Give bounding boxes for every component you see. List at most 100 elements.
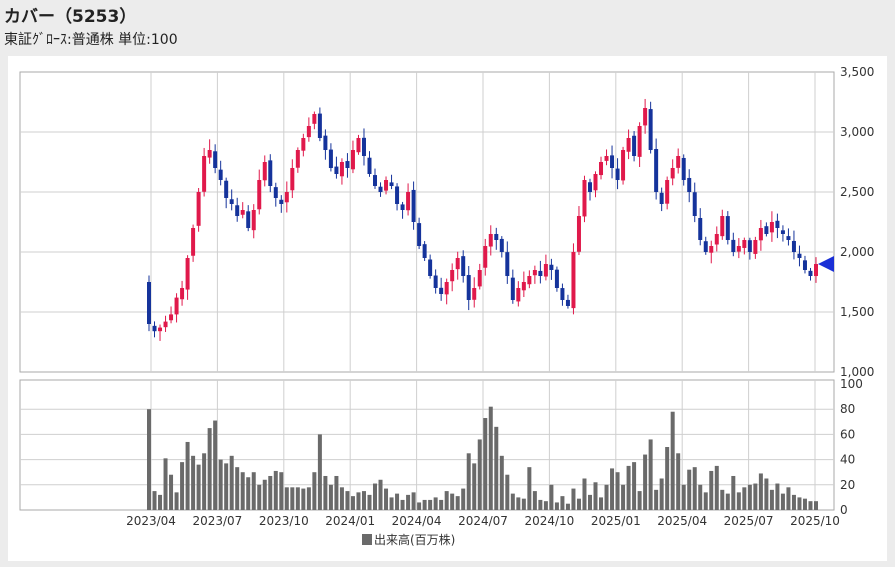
volume-bar [306, 487, 311, 510]
candle-body [692, 192, 697, 216]
candle-body [736, 246, 741, 252]
volume-tick-label: 40 [840, 453, 855, 467]
volume-bar [169, 474, 174, 510]
volume-bar [543, 501, 548, 510]
candle-body [185, 258, 190, 290]
last-price-marker [818, 256, 834, 272]
candle-body [428, 259, 433, 276]
volume-bar [643, 454, 648, 510]
volume-bar [731, 475, 736, 510]
volume-bar [637, 491, 642, 510]
grid [19, 71, 835, 511]
candle-body [626, 138, 631, 152]
candle-body [180, 288, 185, 300]
candle-body [802, 260, 807, 270]
candle-body [687, 177, 692, 192]
volume-bar [582, 478, 587, 510]
volume-bar [251, 472, 256, 510]
volume-bar [279, 472, 284, 510]
volume-bar [554, 502, 559, 510]
candle-body [152, 325, 157, 332]
candle-body [698, 217, 703, 240]
volume-bar [532, 491, 537, 510]
candle-body [670, 168, 675, 179]
volume-bar [560, 496, 565, 510]
candle-body [494, 233, 499, 240]
price-tick-label: 3,000 [840, 125, 874, 139]
candle-body [681, 157, 686, 180]
volume-bar [433, 497, 438, 510]
volume-bar [626, 465, 631, 510]
candle-body [725, 216, 730, 240]
candle-body [747, 240, 752, 252]
volume-bar [235, 467, 240, 510]
volume-bar [692, 467, 697, 510]
volume-bar [395, 493, 400, 510]
candle-body [808, 270, 813, 276]
volume-bar [290, 487, 295, 510]
candle-body [328, 149, 333, 168]
volume-legend: 出来高(百万株) [362, 532, 455, 547]
volume-bar [439, 499, 444, 510]
volume-bar [786, 487, 791, 510]
candle-body [334, 166, 339, 174]
candle-body [444, 282, 449, 295]
volume-bar [295, 487, 300, 510]
volume-bar [262, 479, 267, 510]
volume-bar [367, 494, 372, 510]
volume-bar [411, 492, 416, 510]
candle-body [797, 253, 802, 258]
volume-bar [610, 468, 615, 510]
candle-body [769, 222, 774, 233]
candle-body [345, 161, 350, 168]
volume-bar [461, 488, 466, 510]
candle-body [499, 238, 504, 252]
candle-body [665, 180, 670, 204]
candle-body [610, 155, 615, 168]
candle-body [621, 150, 626, 181]
volume-bar [389, 497, 394, 510]
candle-body [571, 252, 576, 309]
volume-bar [747, 484, 752, 510]
volume-bar [538, 499, 543, 510]
volume-bar [587, 494, 592, 510]
candle-body [565, 299, 570, 306]
volume-bar [202, 453, 207, 510]
candle-body [532, 270, 537, 276]
volume-bar [494, 426, 499, 510]
candle-body [538, 270, 543, 276]
volume-bar [163, 458, 168, 510]
candle-body [202, 156, 207, 192]
volume-bar [450, 493, 455, 510]
volume-bar [328, 484, 333, 510]
candle-body [240, 210, 245, 215]
candle-body [461, 256, 466, 276]
candle-body [163, 321, 168, 328]
candle-body [367, 157, 372, 174]
volume-bar [621, 484, 626, 510]
volume-bar [158, 494, 163, 510]
x-tick-label: 2024/04 [392, 514, 442, 528]
volume-bar [218, 459, 223, 510]
volume-bar [659, 478, 664, 510]
volume-bar [736, 492, 741, 510]
candle-body [284, 192, 289, 203]
candle-body [257, 180, 262, 210]
candle-body [224, 180, 229, 198]
candle-body [312, 114, 317, 124]
volume-bar [499, 455, 504, 510]
x-tick-label: 2024/01 [325, 514, 375, 528]
candle-body [643, 108, 648, 126]
candle-body [549, 264, 554, 270]
candle-body [720, 216, 725, 237]
volume-tick-label: 0 [840, 503, 848, 517]
volume-bar [174, 492, 179, 510]
x-tick-label: 2025/10 [790, 514, 840, 528]
candle-body [714, 234, 719, 245]
candle-body [582, 180, 587, 217]
candle-body [703, 241, 708, 252]
candle-body [472, 288, 477, 300]
candle-body [516, 288, 521, 302]
